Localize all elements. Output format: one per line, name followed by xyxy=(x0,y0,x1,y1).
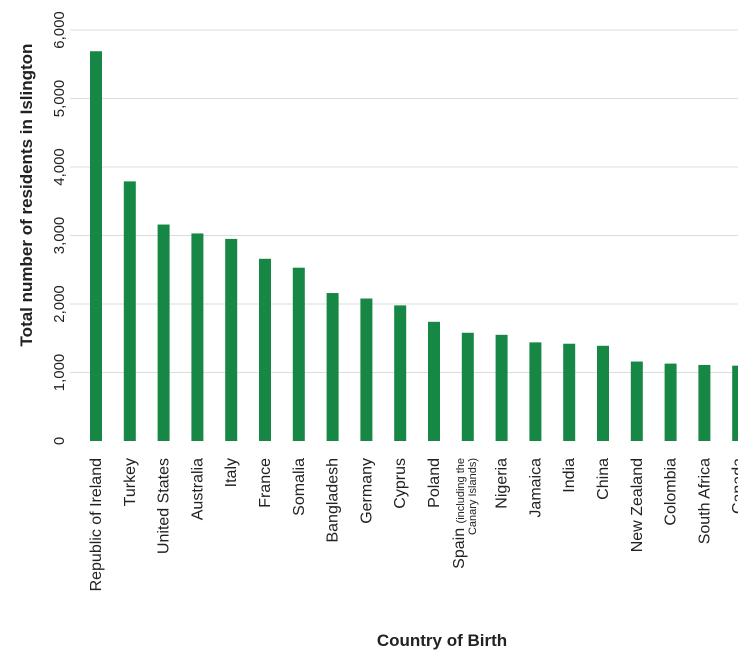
bar xyxy=(191,233,204,441)
x-tick-label: Somalia xyxy=(291,458,308,516)
gridlines xyxy=(70,29,738,373)
x-tick-label: Jamaica xyxy=(527,458,544,518)
x-tick-label: Bangladesh xyxy=(325,458,342,543)
bar xyxy=(630,361,643,441)
bar xyxy=(597,345,609,441)
x-tick-label: South Africa xyxy=(696,458,713,544)
bar xyxy=(123,181,136,441)
x-tick-label: Colombia xyxy=(663,458,680,526)
x-tick-label: Canada xyxy=(730,458,738,514)
x-tick-label: Spain (including the xyxy=(451,458,468,569)
x-tick-label: Australia xyxy=(189,458,206,520)
x-tick-label: China xyxy=(595,458,612,500)
bar xyxy=(90,51,102,442)
bar xyxy=(326,293,339,441)
bar xyxy=(664,363,677,441)
x-axis-ticks: Republic of Ireland Turkey United States Au… xyxy=(88,458,738,592)
y-tick-label: 4,000 xyxy=(51,148,68,186)
bar xyxy=(732,365,738,441)
x-tick-label: Italy xyxy=(223,458,240,487)
y-axis-title: Total number of residents in Islington xyxy=(17,44,36,347)
bar xyxy=(529,342,542,441)
y-axis-ticks: 0 1,000 2,000 3,000 4,000 5,000 6,000 xyxy=(51,11,68,445)
bar xyxy=(495,334,508,441)
y-tick-label: 5,000 xyxy=(51,80,68,118)
y-tick-label: 1,000 xyxy=(51,354,68,392)
y-tick-label: 6,000 xyxy=(51,11,68,49)
x-tick-label: United States xyxy=(156,458,173,554)
bars xyxy=(90,51,738,442)
x-tick-label: New Zealand xyxy=(629,458,646,552)
bar xyxy=(698,364,711,441)
x-tick-label: France xyxy=(257,458,274,508)
y-tick-label: 2,000 xyxy=(51,285,68,323)
x-tick-label: Republic of Ireland xyxy=(88,458,105,591)
x-tick-label: Turkey xyxy=(122,458,139,506)
x-tick-label-continued: Canary Islands) xyxy=(467,458,479,535)
x-tick-label: Poland xyxy=(426,458,443,508)
bar xyxy=(259,258,271,441)
x-tick-label: India xyxy=(561,458,578,493)
bar xyxy=(394,305,407,441)
x-axis-title: Country of Birth xyxy=(377,631,507,650)
bar xyxy=(157,224,170,441)
bar xyxy=(225,238,238,441)
x-tick-label: Cyprus xyxy=(392,458,409,509)
y-tick-label: 3,000 xyxy=(51,217,68,255)
bar xyxy=(292,267,305,441)
y-tick-label: 0 xyxy=(51,437,68,445)
bar xyxy=(563,343,576,441)
x-tick-label: Germany xyxy=(358,458,375,524)
bar xyxy=(360,298,373,441)
bar xyxy=(461,332,474,441)
x-tick-label: Nigeria xyxy=(494,458,511,509)
bar xyxy=(428,321,440,441)
